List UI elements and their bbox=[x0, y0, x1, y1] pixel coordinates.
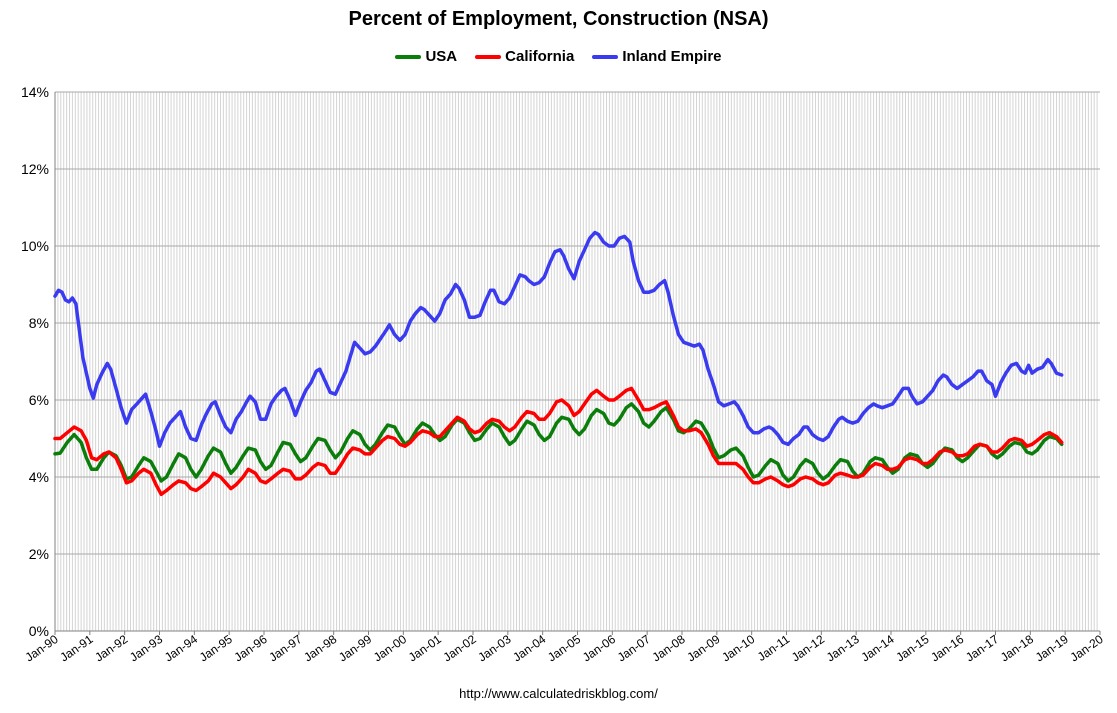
x-tick-label: Jan-10 bbox=[719, 632, 757, 665]
y-tick-label: 2% bbox=[29, 546, 49, 562]
legend-label-usa: USA bbox=[425, 48, 458, 65]
x-tick-label: Jan-03 bbox=[475, 632, 513, 665]
x-tick-label: Jan-11 bbox=[755, 632, 793, 664]
legend-entry-california: California bbox=[475, 48, 574, 65]
x-tick-label: Jan-94 bbox=[162, 632, 200, 665]
x-tick-label: Jan-04 bbox=[510, 632, 548, 665]
source-url: http://www.calculatedriskblog.com/ bbox=[459, 686, 658, 701]
x-tick-label: Jan-06 bbox=[580, 632, 618, 665]
y-tick-label: 0% bbox=[29, 623, 49, 639]
x-tick-label: Jan-98 bbox=[301, 632, 339, 665]
y-tick-label: 6% bbox=[29, 392, 49, 408]
series-line-usa bbox=[53, 402, 1064, 483]
x-tick-label: Jan-19 bbox=[1033, 632, 1071, 665]
y-tick-label: 12% bbox=[21, 161, 49, 177]
legend-entry-usa: USA bbox=[395, 48, 457, 65]
x-tick-label: Jan-16 bbox=[928, 632, 966, 665]
x-tick-label: Jan-01 bbox=[406, 632, 444, 665]
x-tick-label: Jan-97 bbox=[266, 632, 304, 665]
x-tick-label: Jan-95 bbox=[197, 632, 235, 665]
chart-title: Percent of Employment, Construction (NSA… bbox=[348, 8, 769, 30]
x-tick-label: Jan-08 bbox=[650, 632, 688, 665]
legend-swatch-usa bbox=[395, 54, 422, 59]
x-tick-label: Jan-02 bbox=[441, 632, 479, 665]
x-tick-label: Jan-13 bbox=[824, 632, 862, 665]
x-tick-label: Jan-99 bbox=[336, 632, 374, 665]
series-line-inland-empire bbox=[53, 230, 1064, 448]
x-tick-label: Jan-20 bbox=[1068, 632, 1106, 665]
legend-swatch-inland-empire bbox=[592, 54, 619, 59]
legend-label-california: California bbox=[505, 48, 575, 65]
x-tick-label: Jan-00 bbox=[371, 632, 409, 665]
legend-label-inland-empire: Inland Empire bbox=[622, 48, 722, 65]
legend: USA California Inland Empire bbox=[0, 48, 1117, 65]
x-tick-label: Jan-18 bbox=[998, 632, 1036, 665]
series-line-california bbox=[53, 386, 1064, 497]
x-tick-label: Jan-15 bbox=[893, 632, 931, 665]
x-tick-label: Jan-14 bbox=[859, 632, 897, 665]
y-tick-label: 4% bbox=[29, 469, 49, 485]
x-tick-label: Jan-05 bbox=[545, 632, 583, 665]
x-tick-label: Jan-09 bbox=[684, 632, 722, 665]
y-tick-label: 14% bbox=[21, 84, 49, 100]
legend-swatch-california bbox=[475, 54, 502, 59]
x-tick-label: Jan-17 bbox=[963, 632, 1001, 665]
legend-entry-inland-empire: Inland Empire bbox=[592, 48, 722, 65]
x-tick-label: Jan-96 bbox=[232, 632, 270, 665]
y-tick-label: 8% bbox=[29, 315, 49, 331]
x-tick-label: Jan-07 bbox=[615, 632, 653, 665]
x-tick-label: Jan-91 bbox=[57, 632, 95, 665]
x-tick-label: Jan-12 bbox=[789, 632, 827, 665]
x-tick-label: Jan-92 bbox=[92, 632, 130, 665]
y-tick-label: 10% bbox=[21, 238, 49, 254]
x-tick-label: Jan-93 bbox=[127, 632, 165, 665]
